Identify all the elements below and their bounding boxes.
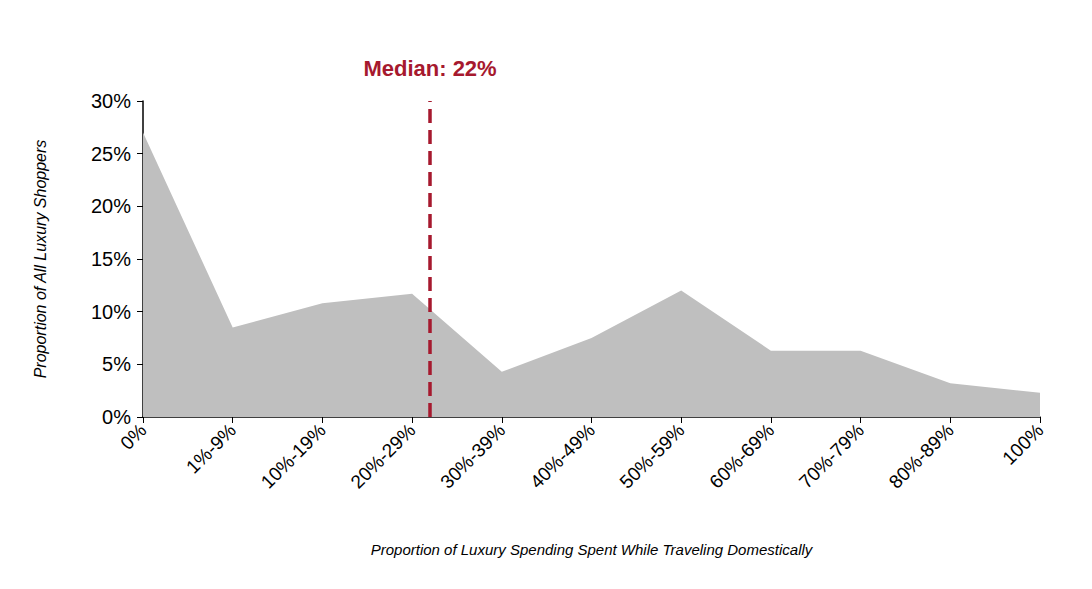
svg-text:80%-89%: 80%-89% — [885, 419, 958, 492]
svg-text:0%: 0% — [116, 420, 150, 454]
svg-text:1%-9%: 1%-9% — [182, 419, 240, 477]
svg-text:60%-69%: 60%-69% — [705, 419, 778, 492]
svg-text:Median: 22%: Median: 22% — [363, 56, 496, 81]
svg-text:30%: 30% — [91, 90, 131, 112]
svg-text:30%-39%: 30%-39% — [436, 419, 509, 492]
svg-text:50%-59%: 50%-59% — [616, 419, 689, 492]
svg-text:20%: 20% — [91, 195, 131, 217]
svg-text:0%: 0% — [102, 406, 131, 428]
svg-text:100%: 100% — [998, 419, 1047, 468]
svg-text:Proportion of All Luxury Shopp: Proportion of All Luxury Shoppers — [32, 140, 49, 379]
svg-text:5%: 5% — [102, 353, 131, 375]
svg-text:10%-19%: 10%-19% — [257, 419, 330, 492]
svg-text:15%: 15% — [91, 248, 131, 270]
svg-text:25%: 25% — [91, 143, 131, 165]
svg-text:Proportion of Luxury Spending: Proportion of Luxury Spending Spent Whil… — [371, 541, 814, 558]
svg-text:40%-49%: 40%-49% — [526, 419, 599, 492]
svg-text:20%-29%: 20%-29% — [346, 419, 419, 492]
svg-text:70%-79%: 70%-79% — [795, 419, 868, 492]
svg-text:10%: 10% — [91, 301, 131, 323]
